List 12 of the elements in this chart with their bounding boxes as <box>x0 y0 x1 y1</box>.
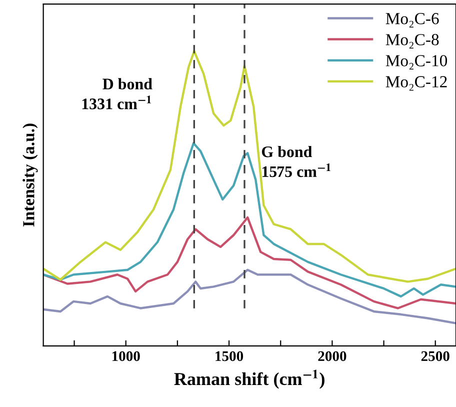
legend-label: Mo₂C-10 <box>386 55 448 70</box>
x-tick-label: 1500 <box>216 351 244 362</box>
y-axis-title: Intensity (a.u.) <box>22 124 38 227</box>
legend-label: Mo₂C-8 <box>386 34 439 49</box>
x-axis-title: Raman shift (cm$^{−1}$) <box>174 370 324 389</box>
annotation: D bond 1331 cm$^{−1}$ <box>82 78 152 110</box>
annotation: G bond 1575 cm$^{−1}$ <box>262 146 331 178</box>
x-tick-label: 2000 <box>318 351 346 362</box>
x-tick-label: 1000 <box>112 351 140 362</box>
legend-label: Mo₂C-12 <box>386 76 447 91</box>
legend-label: Mo₂C-6 <box>386 13 439 28</box>
x-tick-label: 2500 <box>421 351 450 362</box>
